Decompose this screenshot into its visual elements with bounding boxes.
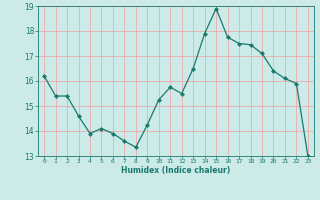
X-axis label: Humidex (Indice chaleur): Humidex (Indice chaleur) xyxy=(121,166,231,175)
